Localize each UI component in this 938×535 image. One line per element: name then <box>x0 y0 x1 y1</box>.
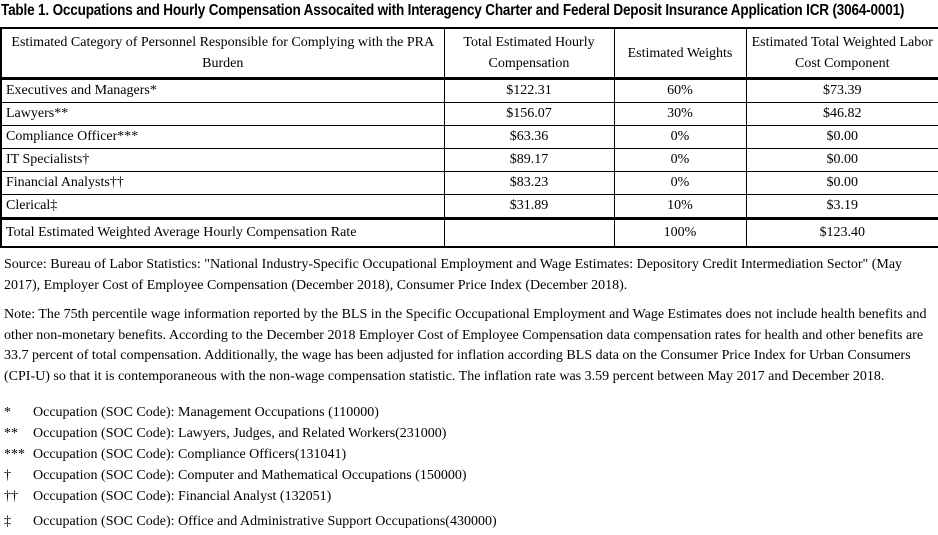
footnote-item: * Occupation (SOC Code): Management Occu… <box>4 402 934 423</box>
cell-weighted: $46.82 <box>745 102 938 126</box>
cell-hourly: $156.07 <box>443 102 615 126</box>
footnote-text: Occupation (SOC Code): Office and Admini… <box>33 514 497 529</box>
cell-category: Clerical‡ <box>0 194 445 219</box>
table-row: Financial Analysts†† $83.23 0% $0.00 <box>0 171 938 195</box>
cell-weight: 30% <box>613 102 747 126</box>
header-estimated-weights: Estimated Weights <box>613 27 747 80</box>
footnote-item: ‡ Occupation (SOC Code): Office and Admi… <box>4 511 934 532</box>
header-row: Estimated Category of Personnel Responsi… <box>0 27 938 80</box>
cell-hourly: $122.31 <box>443 78 615 103</box>
footnotes-section: * Occupation (SOC Code): Management Occu… <box>0 402 938 532</box>
source-note: Source: Bureau of Labor Statistics: "Nat… <box>4 257 903 293</box>
cell-hourly: $31.89 <box>443 194 615 219</box>
methodology-note: Note: The 75th percentile wage informati… <box>4 307 927 384</box>
cell-weight: 0% <box>613 125 747 149</box>
footnote-text: Occupation (SOC Code): Compliance Office… <box>33 447 347 462</box>
cell-weighted: $0.00 <box>745 148 938 172</box>
table-title: Table 1. Occupations and Hourly Compensa… <box>1 2 905 19</box>
footnote-symbol: ** <box>4 426 18 441</box>
table-row: Lawyers** $156.07 30% $46.82 <box>0 102 938 126</box>
cell-total-weight: 100% <box>613 217 747 248</box>
cell-total-hourly <box>443 217 615 248</box>
table-row: IT Specialists† $89.17 0% $0.00 <box>0 148 938 172</box>
cell-total-weighted: $123.40 <box>745 217 938 248</box>
header-category: Estimated Category of Personnel Responsi… <box>0 27 445 80</box>
cell-category: Executives and Managers* <box>0 78 445 103</box>
compensation-table: Estimated Category of Personnel Responsi… <box>0 27 938 248</box>
table-row: Executives and Managers* $122.31 60% $73… <box>0 78 938 103</box>
cell-category: IT Specialists† <box>0 148 445 172</box>
table-row: Compliance Officer*** $63.36 0% $0.00 <box>0 125 938 149</box>
footnote-symbol: * <box>4 405 11 420</box>
cell-weighted: $0.00 <box>745 171 938 195</box>
table-row: Clerical‡ $31.89 10% $3.19 <box>0 194 938 219</box>
cell-weighted: $73.39 <box>745 78 938 103</box>
cell-hourly: $89.17 <box>443 148 615 172</box>
cell-hourly: $83.23 <box>443 171 615 195</box>
footnote-symbol: †† <box>4 489 18 504</box>
cell-weighted: $3.19 <box>745 194 938 219</box>
footnote-item: *** Occupation (SOC Code): Compliance Of… <box>4 444 934 465</box>
header-weighted-labor-cost: Estimated Total Weighted Labor Cost Comp… <box>745 27 938 80</box>
footnote-text: Occupation (SOC Code): Financial Analyst… <box>33 489 332 504</box>
table-header: Estimated Category of Personnel Responsi… <box>0 27 938 80</box>
header-hourly-compensation: Total Estimated Hourly Compensation <box>443 27 615 80</box>
cell-weight: 10% <box>613 194 747 219</box>
cell-weight: 60% <box>613 78 747 103</box>
footnote-symbol: *** <box>4 447 25 462</box>
cell-category: Compliance Officer*** <box>0 125 445 149</box>
cell-weight: 0% <box>613 171 747 195</box>
cell-category: Lawyers** <box>0 102 445 126</box>
cell-weighted: $0.00 <box>745 125 938 149</box>
footnote-item: † Occupation (SOC Code): Computer and Ma… <box>4 465 934 486</box>
footnote-item: †† Occupation (SOC Code): Financial Anal… <box>4 486 934 507</box>
cell-category: Financial Analysts†† <box>0 171 445 195</box>
cell-hourly: $63.36 <box>443 125 615 149</box>
footnote-text: Occupation (SOC Code): Management Occupa… <box>33 405 379 420</box>
footnote-text: Occupation (SOC Code): Lawyers, Judges, … <box>33 426 447 441</box>
footnote-symbol: ‡ <box>4 514 11 529</box>
cell-total-label: Total Estimated Weighted Average Hourly … <box>0 217 445 248</box>
cell-weight: 0% <box>613 148 747 172</box>
total-row: Total Estimated Weighted Average Hourly … <box>0 217 938 248</box>
footnote-text: Occupation (SOC Code): Computer and Math… <box>33 468 467 483</box>
footnote-item: ** Occupation (SOC Code): Lawyers, Judge… <box>4 423 934 444</box>
footnote-symbol: † <box>4 468 11 483</box>
